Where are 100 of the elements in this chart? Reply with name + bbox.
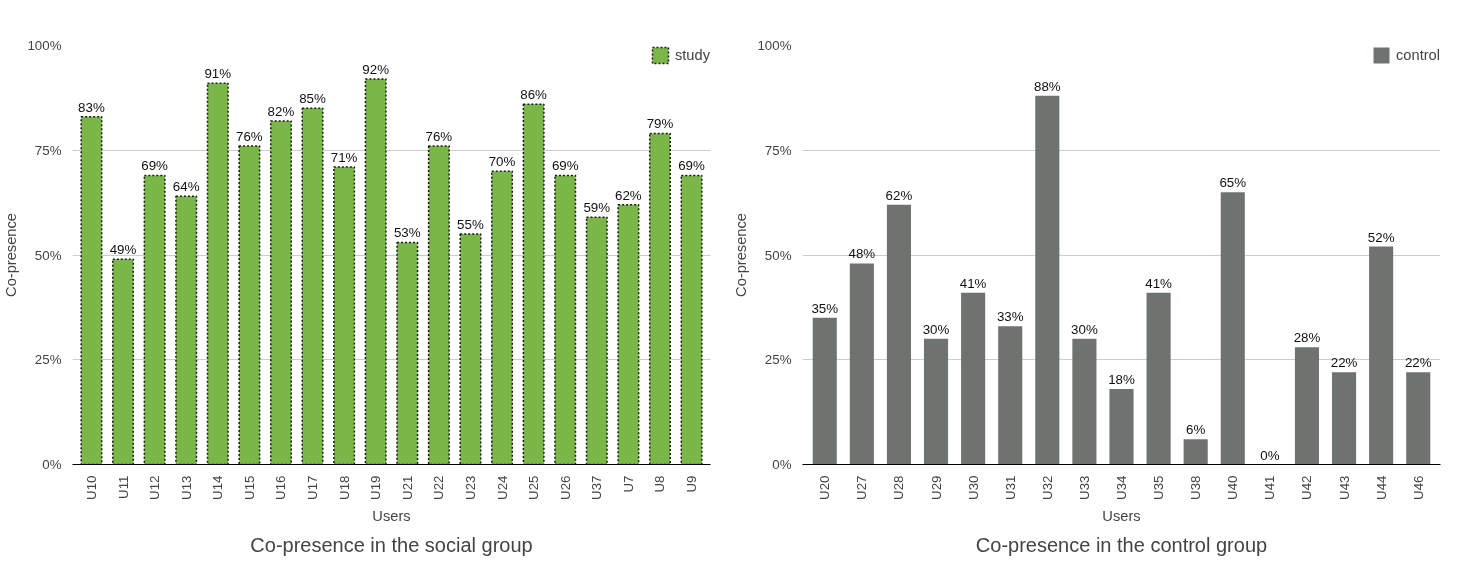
bar: [617, 203, 640, 465]
bar: [812, 317, 837, 465]
bar: [80, 115, 103, 465]
bar: [333, 166, 356, 465]
data-label: 35%: [811, 300, 839, 316]
data-label: 71%: [330, 150, 358, 166]
bar: [491, 170, 514, 465]
bar: [648, 132, 671, 465]
bar: [1332, 372, 1357, 465]
bar: [364, 78, 387, 465]
x-tick-label: U35: [1151, 475, 1167, 500]
x-tick-label: U46: [1410, 475, 1426, 500]
bar: [522, 103, 545, 465]
y-axis-title: Co-presence: [3, 213, 20, 297]
x-tick-label: U17: [305, 475, 321, 500]
x-tick-label: U8: [652, 475, 668, 493]
data-label: 41%: [959, 275, 987, 291]
bar: [849, 263, 874, 465]
bar: [1220, 192, 1245, 465]
x-tick-label: U29: [928, 475, 944, 500]
x-tick-label: U14: [210, 474, 226, 500]
x-tick-label: U32: [1039, 475, 1055, 500]
data-label: 86%: [520, 87, 548, 103]
x-axis-title: Users: [1102, 507, 1141, 524]
bar: [585, 216, 608, 465]
bar: [1294, 347, 1320, 465]
data-label: 79%: [646, 116, 674, 132]
x-tick-label: U15: [241, 475, 257, 500]
x-tick-label: U19: [368, 475, 384, 500]
data-label: 76%: [236, 129, 263, 145]
x-tick-label: U24: [494, 474, 510, 500]
x-tick-label: U28: [891, 475, 907, 500]
data-label: 69%: [551, 158, 579, 174]
data-label: 55%: [457, 217, 484, 233]
x-tick-label: U33: [1076, 475, 1092, 500]
data-label: 53%: [393, 225, 421, 241]
x-tick-label: U10: [83, 475, 99, 500]
x-tick-label: U40: [1225, 475, 1241, 500]
bar: [1406, 372, 1431, 465]
bar: [206, 82, 229, 465]
x-tick-label: U37: [589, 475, 605, 500]
x-tick-label: U43: [1336, 475, 1352, 500]
y-tick-label: 25%: [34, 352, 62, 368]
x-tick-label: U9: [684, 475, 700, 493]
x-tick-label: U11: [115, 475, 131, 499]
data-label: 48%: [848, 246, 876, 262]
data-label: 82%: [267, 103, 295, 119]
y-tick-label: 75%: [764, 142, 792, 158]
data-label: 41%: [1145, 275, 1173, 291]
data-label: 62%: [885, 187, 913, 203]
bar: [961, 292, 986, 465]
x-tick-label: U38: [1188, 475, 1204, 500]
data-label: 6%: [1186, 422, 1206, 438]
x-tick-label: U16: [273, 475, 289, 500]
data-label: 18%: [1108, 372, 1135, 388]
data-label: 49%: [109, 242, 137, 258]
data-label: 88%: [1033, 78, 1061, 94]
data-label: 0%: [1260, 447, 1280, 463]
bar: [923, 338, 949, 465]
bar: [554, 174, 577, 465]
bar: [998, 326, 1023, 465]
y-tick-label: 50%: [34, 247, 62, 263]
x-tick-label: U23: [462, 475, 478, 500]
x-axis-title: Users: [372, 507, 411, 524]
x-tick-label: U25: [526, 475, 542, 500]
x-tick-label: U26: [557, 475, 573, 500]
y-axis-title: Co-presence: [733, 213, 750, 297]
data-label: 69%: [678, 158, 706, 174]
data-label: 76%: [425, 129, 453, 145]
data-label: 64%: [172, 179, 200, 195]
x-tick-label: U44: [1373, 474, 1389, 500]
bar: [1035, 95, 1060, 465]
bar: [396, 241, 419, 465]
bar: [301, 107, 324, 465]
legend-label: study: [674, 47, 710, 63]
data-label: 22%: [1330, 355, 1358, 371]
y-tick-label: 75%: [34, 142, 62, 158]
x-tick-label: U20: [817, 475, 833, 500]
y-tick-label: 0%: [42, 457, 62, 472]
data-label: 70%: [488, 154, 516, 170]
bar: [1183, 439, 1208, 465]
data-label: 52%: [1367, 229, 1395, 245]
bar: [886, 204, 911, 465]
bar: [1369, 246, 1394, 465]
x-tick-label: U18: [336, 475, 352, 500]
bar: [680, 174, 703, 465]
bar: [238, 145, 261, 465]
x-tick-label: U22: [431, 475, 447, 500]
x-tick-label: U41: [1262, 475, 1278, 500]
bar: [1146, 292, 1171, 465]
data-label: 65%: [1219, 175, 1247, 191]
x-tick-label: U30: [965, 475, 981, 500]
data-label: 28%: [1293, 330, 1321, 346]
data-label: 62%: [615, 187, 642, 203]
y-tick-label: 25%: [764, 352, 792, 368]
bar: [269, 120, 292, 465]
data-label: 59%: [583, 200, 611, 216]
data-label: 69%: [141, 158, 169, 174]
bar: [143, 174, 166, 465]
legend-label: control: [1396, 47, 1440, 63]
